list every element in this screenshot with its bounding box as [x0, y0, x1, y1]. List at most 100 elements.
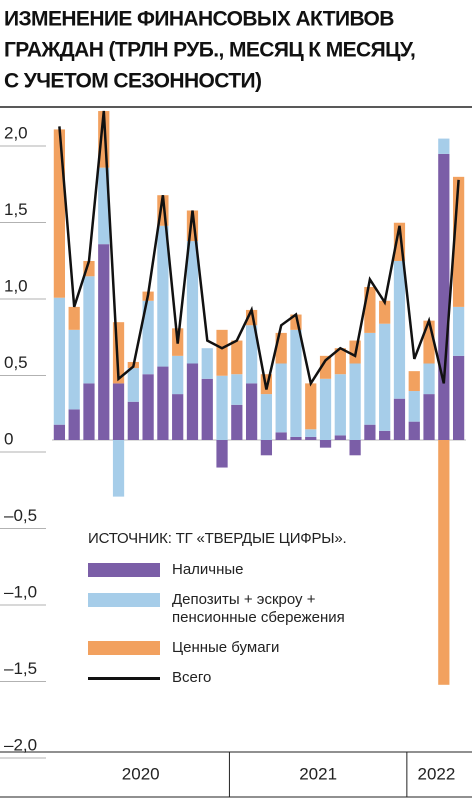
bar-segment	[393, 398, 406, 440]
bar-segment	[423, 320, 435, 364]
bar-segment	[438, 138, 450, 154]
y-tick-label: 0,5	[4, 353, 28, 372]
legend-swatch	[88, 563, 160, 577]
chart-title: ГРАЖДАН (ТРЛН РУБ., МЕСЯЦ К МЕСЯЦУ,	[4, 39, 415, 62]
bar-segment	[393, 260, 406, 399]
bar-segment	[98, 244, 110, 440]
bar-segment	[275, 432, 287, 440]
bar-segment	[305, 429, 317, 437]
y-tick-label: 1,5	[4, 200, 28, 219]
bar-segment	[349, 363, 361, 440]
bar-segment	[290, 314, 302, 330]
y-tick-label: –1,0	[4, 582, 37, 601]
bar-segment	[245, 383, 258, 440]
bar-segment	[216, 329, 228, 376]
bar-segment	[438, 153, 450, 440]
bar-segment	[231, 374, 243, 405]
bar-segment	[98, 111, 110, 168]
bar-segment	[260, 440, 273, 456]
bar-segment	[68, 409, 80, 440]
chart-title: ИЗМЕНЕНИЕ ФИНАНСОВЫХ АКТИВОВ	[4, 8, 394, 31]
legend: ИСТОЧНИК: ТГ «ТВЕРДЫЕ ЦИФРЫ». Наличные Де…	[88, 530, 418, 699]
bar-segment	[364, 287, 376, 333]
y-tick-label: 2,0	[4, 123, 28, 142]
bar-segment	[275, 332, 287, 364]
bar-segment	[172, 394, 184, 440]
bar-segment	[452, 306, 465, 356]
bar-segment	[201, 348, 213, 379]
y-tick-label: 0	[4, 429, 13, 448]
bar-segment	[112, 322, 125, 384]
bar-segment	[364, 424, 376, 440]
bar-segment	[231, 340, 243, 375]
y-tick-label: 1,0	[4, 276, 28, 295]
y-tick-label: –2,0	[4, 735, 37, 754]
bar-segment	[68, 306, 80, 330]
bar-segment	[334, 374, 346, 436]
bar-segment	[157, 366, 169, 440]
bar-segment	[408, 371, 420, 392]
bar-segment	[423, 394, 435, 440]
bar-segment	[186, 210, 199, 242]
legend-swatch	[88, 593, 160, 607]
bar-segment	[305, 383, 317, 430]
bar-segment	[260, 394, 273, 440]
bar-segment	[53, 129, 66, 298]
bar-segment	[127, 401, 139, 440]
bar-segment	[319, 355, 332, 379]
bar-segment	[379, 300, 391, 324]
legend-item: Депозиты + эскроу + пенсионные сбережени…	[88, 591, 418, 627]
y-tick-label: –0,5	[4, 506, 37, 525]
bar-segment	[408, 421, 420, 440]
bar-segment	[231, 404, 243, 440]
bar-segment	[364, 332, 376, 425]
bar-segment	[157, 195, 169, 226]
year-label: 2021	[299, 764, 337, 783]
bar-segment	[379, 323, 391, 431]
bar-segment	[452, 355, 465, 440]
bar-segment	[142, 374, 154, 440]
bar-segment	[334, 435, 346, 440]
bar-segment	[334, 348, 346, 375]
bar-segment	[142, 300, 154, 375]
bar-segment	[186, 241, 199, 364]
legend-label: Депозиты + эскроу + пенсионные сбережени…	[172, 591, 345, 626]
bar-segment	[216, 440, 228, 468]
bar-segment	[319, 440, 332, 448]
bar-segment	[186, 363, 199, 440]
bar-segment	[83, 260, 95, 277]
bar-segment	[201, 378, 213, 440]
bar-segment	[127, 368, 139, 402]
bar-segment	[172, 355, 184, 395]
year-label: 2022	[418, 764, 456, 783]
bar-segment	[157, 225, 169, 367]
bar-segment	[112, 383, 125, 440]
bar-segment	[83, 276, 95, 384]
bar-segment	[275, 363, 287, 433]
bar-segment	[68, 329, 80, 410]
bar-segment	[245, 309, 258, 326]
bar-segment	[290, 436, 302, 440]
bar-segment	[379, 430, 391, 440]
legend-label: Ценные бумаги	[172, 639, 280, 656]
bar-segment	[53, 424, 66, 440]
total-line	[58, 110, 460, 390]
bar-segment	[290, 329, 302, 437]
chart-title: С УЧЕТОМ СЕЗОННОСТИ)	[4, 70, 261, 93]
legend-label: Всего	[172, 669, 212, 686]
bar-segment	[438, 440, 450, 685]
bar-segment	[305, 436, 317, 440]
bar-segment	[53, 297, 66, 425]
bar-segment	[98, 167, 110, 245]
year-label: 2020	[122, 764, 160, 783]
bar-segment	[245, 325, 258, 384]
bar-segment	[393, 222, 406, 261]
bar-segment	[112, 440, 125, 497]
legend-item: Всего	[88, 669, 418, 687]
legend-label: Наличные	[172, 561, 244, 578]
bar-segment	[216, 375, 228, 440]
source-note: ИСТОЧНИК: ТГ «ТВЕРДЫЕ ЦИФРЫ».	[88, 530, 347, 547]
bar-segment	[408, 391, 420, 422]
